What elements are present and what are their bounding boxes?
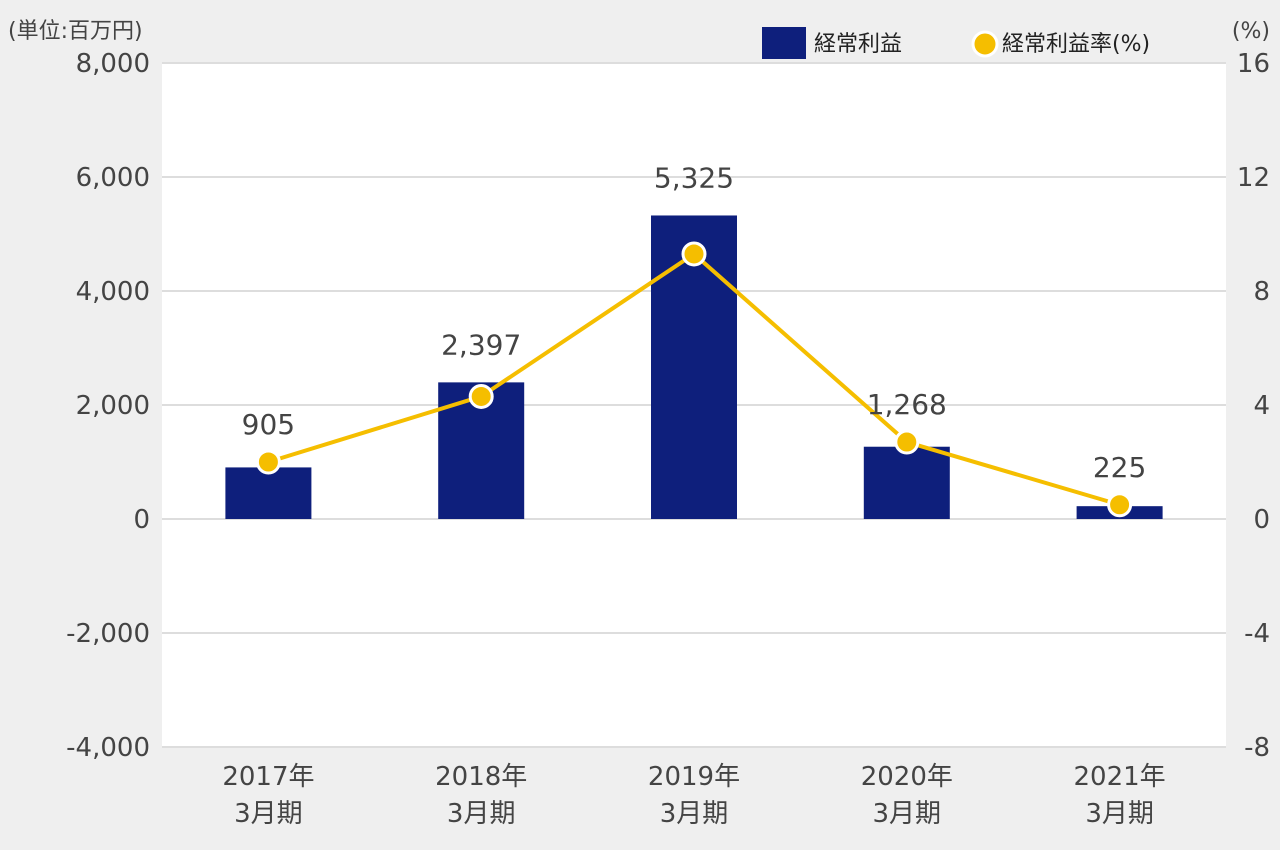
right-axis-tick-label: 8 [1253, 277, 1270, 307]
bar-value-label: 225 [1093, 451, 1146, 484]
left-axis-tick-label: 4,000 [76, 277, 150, 307]
x-axis-label-period: 3月期 [1085, 799, 1154, 829]
legend-bar-label: 経常利益 [814, 32, 902, 57]
line-point [894, 429, 920, 455]
bar-series [225, 215, 1163, 519]
x-axis-label-period: 3月期 [234, 799, 303, 829]
legend-bar-swatch [762, 27, 806, 59]
x-axis-label-year: 2018年 [435, 762, 527, 792]
bar [863, 446, 950, 519]
legend: 経常利益 経常利益率(%) [762, 27, 1150, 59]
data-labels: 905 2,397 5,325 1,268 225 [242, 161, 1147, 483]
left-axis: 8,000 6,000 4,000 2,000 0 -2,000 -4,000 [66, 49, 150, 763]
left-axis-unit-label: (単位:百万円) [8, 19, 143, 44]
bar-value-label: 2,397 [441, 328, 521, 361]
line-series [255, 241, 1133, 518]
left-axis-tick-label: 6,000 [76, 163, 150, 193]
x-axis-label-year: 2021年 [1074, 762, 1166, 792]
right-axis-tick-label: 12 [1237, 163, 1270, 193]
left-axis-tick-label: 8,000 [76, 49, 150, 79]
right-axis-tick-label: -8 [1244, 733, 1270, 763]
legend-line-swatch [971, 30, 999, 58]
bar-value-label: 5,325 [654, 161, 734, 194]
x-axis-label-period: 3月期 [660, 799, 729, 829]
x-axis-label-year: 2020年 [861, 762, 953, 792]
x-axis-label-year: 2019年 [648, 762, 740, 792]
right-axis-tick-label: 4 [1253, 391, 1270, 421]
bar [225, 467, 312, 519]
left-axis-tick-label: -2,000 [66, 619, 150, 649]
bar-value-label: 905 [242, 408, 295, 441]
x-axis-label-period: 3月期 [447, 799, 516, 829]
line-point [468, 383, 494, 409]
right-axis-tick-label: -4 [1244, 619, 1270, 649]
x-axis-label-year: 2017年 [222, 762, 314, 792]
line-point [255, 449, 281, 475]
bar-value-label: 1,268 [867, 388, 947, 421]
x-axis: 2017年 3月期 2018年 3月期 2019年 3月期 2020年 3月期 2021年 3月期 [222, 762, 1165, 829]
left-axis-tick-label: 0 [133, 505, 150, 535]
left-axis-tick-label: -4,000 [66, 733, 150, 763]
legend-line-label: 経常利益率(%) [1002, 32, 1150, 57]
x-axis-label-period: 3月期 [873, 799, 942, 829]
left-axis-tick-label: 2,000 [76, 391, 150, 421]
line-point [1107, 492, 1133, 518]
line-point [681, 241, 707, 267]
right-axis-tick-label: 16 [1237, 49, 1270, 79]
right-axis: 16 12 8 4 0 -4 -8 [1237, 49, 1270, 763]
right-axis-unit-label: (%) [1232, 19, 1270, 44]
right-axis-tick-label: 0 [1253, 505, 1270, 535]
